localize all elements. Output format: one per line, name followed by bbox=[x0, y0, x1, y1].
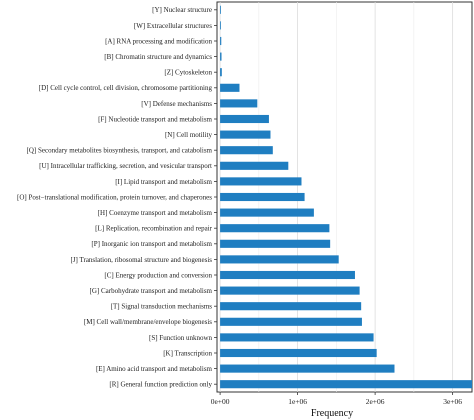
bar bbox=[220, 364, 395, 373]
category-label: [U] Intracellular trafficking, secretion… bbox=[39, 162, 212, 170]
bar bbox=[220, 208, 314, 217]
category-label: [T] Signal transduction mechanisms bbox=[111, 303, 213, 311]
category-label: [V] Defense mechanisms bbox=[141, 100, 212, 108]
bar bbox=[220, 270, 355, 280]
category-label: [B] Chromatin structure and dynamics bbox=[104, 53, 212, 61]
bar bbox=[220, 146, 273, 155]
category-label: [L] Replication, recombination and repai… bbox=[95, 225, 212, 233]
bars bbox=[220, 5, 472, 389]
category-label: [I] Lipid transport and metabolism bbox=[115, 178, 212, 186]
category-label: [M] Cell wall/membrane/envelope biogenes… bbox=[84, 318, 212, 326]
category-label: [J] Translation, ribosomal structure and… bbox=[70, 256, 212, 264]
category-label: [Y] Nuclear structure bbox=[152, 6, 212, 14]
category-label: [W] Extracellular structures bbox=[134, 22, 212, 30]
bar bbox=[220, 255, 339, 264]
bar bbox=[220, 161, 289, 170]
category-label: [O] Post−translational modification, pro… bbox=[17, 193, 212, 201]
x-tick-label: 2e+06 bbox=[366, 397, 385, 406]
category-label: [P] Inorganic ion transport and metaboli… bbox=[91, 240, 212, 248]
category-labels: [Y] Nuclear structure [W] Extracellular s… bbox=[17, 6, 217, 389]
bar bbox=[220, 317, 362, 326]
bar bbox=[220, 302, 362, 311]
category-label: [A] RNA processing and modification bbox=[105, 37, 212, 45]
category-label: [K] Transcription bbox=[163, 349, 212, 357]
category-label: [C] Energy production and conversion bbox=[104, 271, 212, 279]
category-label: [F] Nucleotide transport and metabolism bbox=[98, 115, 212, 123]
bar bbox=[220, 333, 374, 342]
bar bbox=[220, 239, 331, 248]
bar bbox=[220, 21, 221, 30]
x-tick-label: 0e+00 bbox=[211, 397, 230, 406]
category-label: [R] General function prediction only bbox=[109, 381, 212, 389]
bar bbox=[220, 68, 222, 77]
category-label: [G] Carbohydrate transport and metabolis… bbox=[90, 287, 213, 295]
bar bbox=[220, 224, 330, 233]
category-label: [E] Amino acid transport and metabolism bbox=[96, 365, 213, 373]
x-axis-ticks: 0e+00 1e+06 2e+06 3e+06 bbox=[211, 392, 462, 406]
x-tick-label: 1e+06 bbox=[288, 397, 307, 406]
bar bbox=[220, 177, 302, 186]
bar bbox=[220, 192, 305, 202]
bar bbox=[220, 114, 269, 124]
category-label: [D] Cell cycle control, cell division, c… bbox=[39, 84, 213, 92]
category-label: [N] Cell motility bbox=[165, 131, 213, 139]
category-label: [Q] Secondary metabolites biosynthesis, … bbox=[27, 147, 213, 155]
bar bbox=[220, 99, 258, 108]
category-label: [S] Function unknown bbox=[149, 334, 213, 342]
bar bbox=[220, 52, 222, 61]
bar bbox=[220, 5, 221, 14]
category-label: [Z] Cytoskeleton bbox=[164, 69, 212, 77]
bar bbox=[220, 380, 472, 389]
x-axis-title: Frequency bbox=[311, 408, 353, 419]
x-tick-label: 3e+06 bbox=[443, 397, 462, 406]
bar bbox=[220, 130, 271, 139]
bar bbox=[220, 286, 360, 295]
bar bbox=[220, 36, 222, 46]
category-label: [H] Coenzyme transport and metabolism bbox=[98, 209, 213, 217]
bar bbox=[220, 348, 377, 358]
bar bbox=[220, 83, 240, 92]
